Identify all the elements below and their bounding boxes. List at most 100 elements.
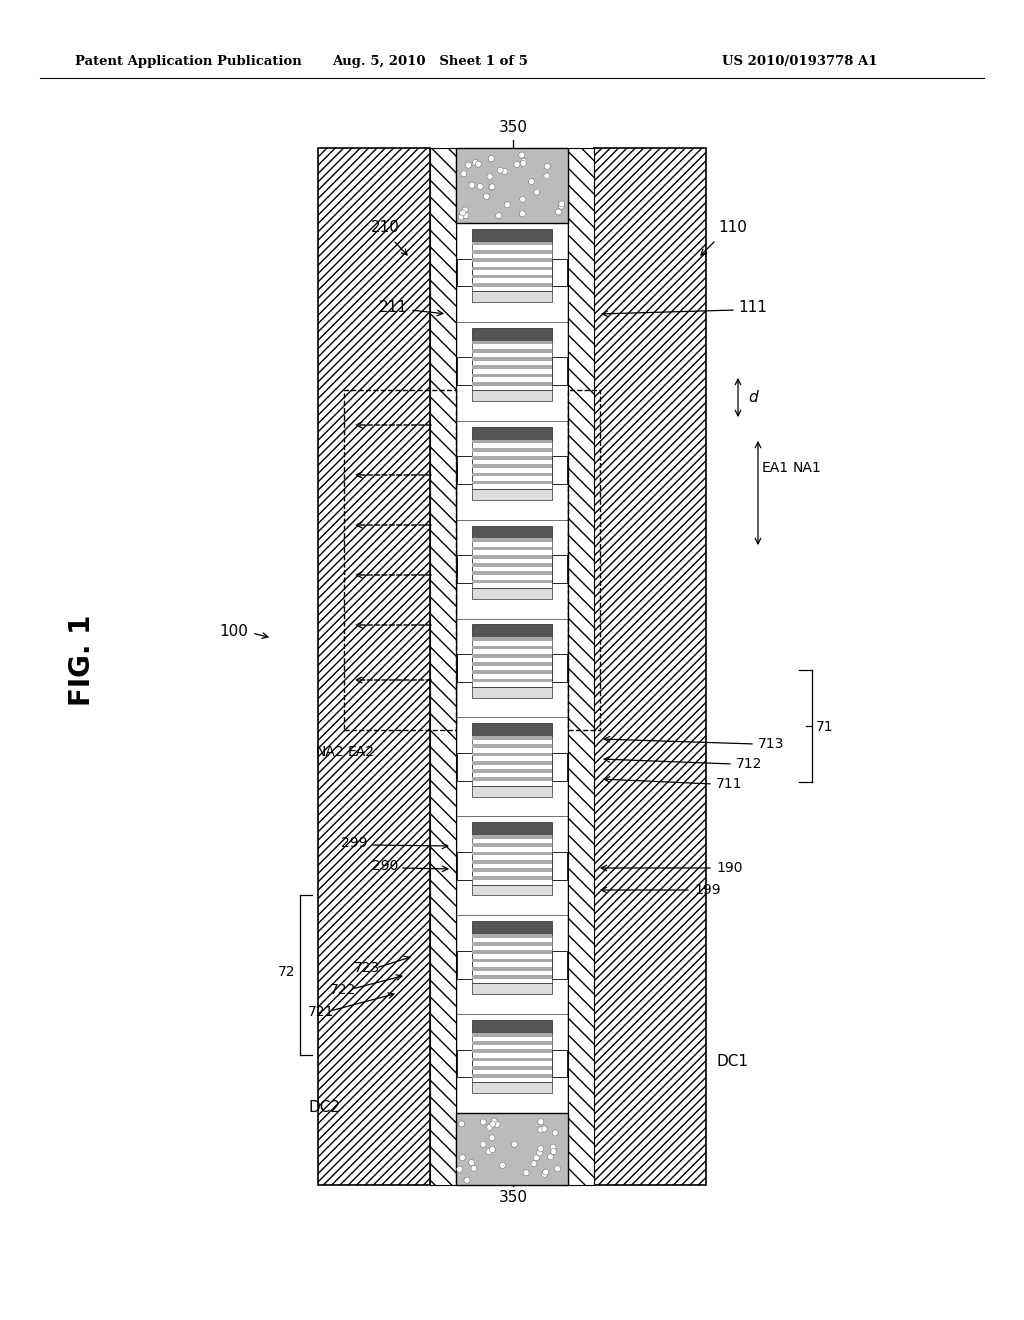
Bar (472, 1041, 552, 1045)
Circle shape (459, 1121, 465, 1127)
Circle shape (530, 1160, 537, 1167)
Bar (472, 1032, 552, 1082)
Bar (472, 1065, 552, 1069)
Bar (472, 770, 552, 774)
Bar (472, 645, 552, 649)
Bar (472, 275, 552, 279)
Circle shape (502, 169, 508, 174)
Bar (472, 851, 552, 855)
Bar (472, 777, 552, 781)
Text: 350: 350 (499, 120, 527, 136)
Bar (552, 259, 567, 286)
Bar (472, 341, 552, 391)
Bar (472, 975, 552, 979)
Circle shape (483, 194, 489, 199)
Bar (472, 968, 552, 970)
Bar (472, 935, 552, 937)
Text: NA1: NA1 (793, 461, 821, 475)
Bar (472, 242, 552, 292)
Circle shape (485, 1148, 492, 1155)
Circle shape (551, 1148, 557, 1155)
Circle shape (505, 202, 510, 207)
Bar (472, 624, 552, 638)
Bar (472, 859, 552, 863)
Text: US 2010/0193778 A1: US 2010/0193778 A1 (722, 55, 878, 69)
Bar (472, 744, 552, 748)
Circle shape (538, 1146, 544, 1151)
Bar (472, 282, 552, 286)
Bar (472, 488, 552, 500)
Bar (472, 579, 552, 583)
Bar (472, 752, 552, 756)
Bar (472, 455, 552, 459)
Bar (472, 671, 552, 675)
Circle shape (496, 213, 502, 219)
Bar (457, 752, 472, 780)
Bar (472, 723, 552, 737)
Circle shape (511, 1142, 517, 1147)
Bar (472, 447, 552, 451)
Bar (472, 546, 552, 550)
Bar (472, 869, 552, 871)
Bar (472, 983, 552, 994)
Bar (552, 457, 567, 484)
Circle shape (488, 156, 495, 161)
Bar (472, 564, 552, 566)
Circle shape (472, 160, 478, 165)
Bar (552, 752, 567, 780)
Bar (472, 958, 552, 962)
Circle shape (544, 173, 550, 180)
Bar (472, 228, 552, 242)
Bar (472, 539, 552, 587)
Bar (472, 1082, 552, 1093)
Bar (472, 653, 552, 657)
Bar (472, 292, 552, 302)
Text: 110: 110 (718, 220, 746, 235)
Bar (457, 457, 472, 484)
Bar (456, 148, 568, 223)
Bar (472, 760, 552, 764)
Bar (472, 480, 552, 484)
Circle shape (523, 1170, 529, 1176)
Circle shape (464, 1177, 470, 1183)
Bar (472, 822, 552, 836)
Bar (472, 426, 552, 440)
Bar (472, 836, 552, 884)
Circle shape (492, 1118, 497, 1125)
Circle shape (520, 197, 525, 202)
Text: 210: 210 (371, 220, 399, 235)
Bar (472, 950, 552, 954)
Bar (472, 1032, 552, 1036)
Bar (472, 638, 552, 642)
Circle shape (489, 183, 495, 190)
Text: 711: 711 (716, 777, 742, 791)
Text: 211: 211 (379, 301, 408, 315)
Text: 199: 199 (694, 883, 721, 898)
Text: EA2: EA2 (348, 744, 375, 759)
Circle shape (460, 210, 466, 216)
Bar (552, 950, 567, 978)
Bar (472, 876, 552, 880)
Bar (472, 366, 552, 370)
Text: 722: 722 (330, 983, 356, 997)
Circle shape (477, 183, 483, 190)
Circle shape (489, 1147, 496, 1152)
Bar (472, 572, 552, 576)
Circle shape (458, 214, 464, 220)
Circle shape (463, 213, 469, 219)
Bar (472, 358, 552, 360)
Circle shape (538, 1127, 544, 1133)
Bar (594, 148, 706, 1185)
Bar (430, 148, 456, 1185)
Bar (472, 391, 552, 401)
Bar (472, 678, 552, 682)
Circle shape (534, 189, 540, 195)
Text: Patent Application Publication: Patent Application Publication (75, 55, 302, 69)
Bar (552, 851, 567, 879)
Bar (472, 440, 552, 488)
Bar (318, 148, 430, 1185)
Circle shape (552, 1130, 558, 1137)
Bar (472, 341, 552, 345)
Bar (472, 554, 552, 558)
Bar (457, 655, 472, 682)
